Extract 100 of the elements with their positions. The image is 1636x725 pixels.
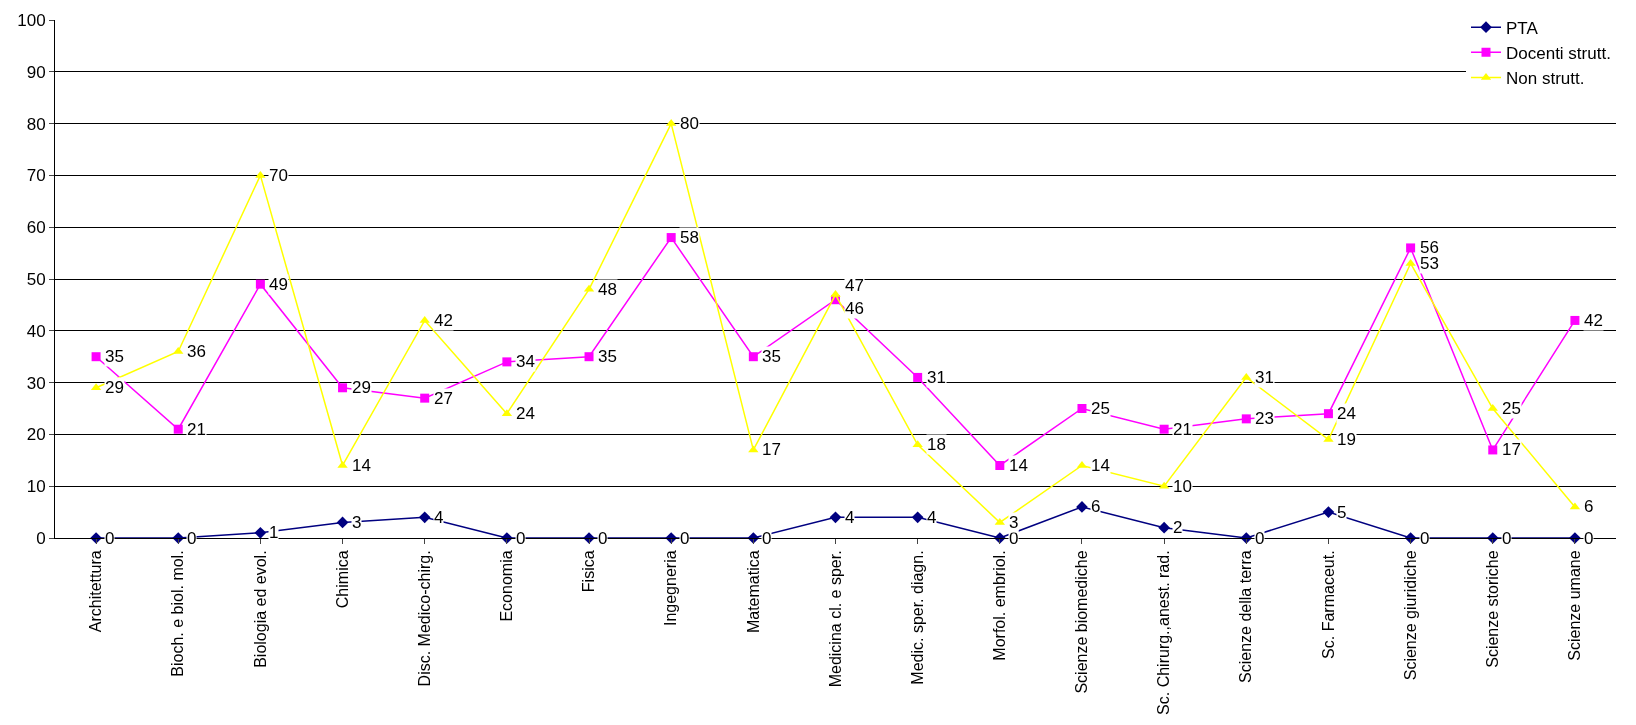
- data-label: 25: [1091, 399, 1110, 418]
- point: [913, 372, 923, 382]
- point: [336, 516, 349, 529]
- data-label: 0: [516, 529, 526, 548]
- data-label: 6: [1091, 497, 1101, 516]
- legend-label: Non strutt.: [1506, 69, 1585, 89]
- data-label: 0: [1420, 529, 1430, 548]
- x-tick-label: Bioch. e biol. mol.: [169, 550, 187, 677]
- x-tick-label: Disc. Medico-chirg.: [415, 550, 433, 687]
- data-label: 0: [105, 529, 115, 548]
- x-tick-label: Ingegneria: [662, 550, 680, 627]
- x-tick-label: Sc. Farmaceut.: [1319, 550, 1337, 659]
- point: [91, 352, 101, 362]
- data-label: 58: [680, 228, 699, 247]
- data-label: 3: [1009, 513, 1019, 532]
- x-tick-label: Biologia ed evol.: [251, 550, 269, 668]
- data-label: 35: [598, 347, 617, 366]
- x-tick-label: Scienze giuridiche: [1401, 550, 1419, 681]
- data-label: 0: [680, 529, 690, 548]
- y-tick-label: 50: [26, 269, 46, 289]
- point: [418, 511, 431, 524]
- data-label: 24: [1337, 404, 1356, 423]
- data-label: 0: [598, 529, 608, 548]
- y-tick-label: 10: [26, 477, 46, 497]
- point: [1322, 506, 1335, 518]
- point: [1241, 372, 1252, 380]
- data-label: 70: [269, 166, 288, 185]
- data-label: 48: [598, 280, 617, 299]
- x-tick-label: Scienze biomediche: [1073, 550, 1091, 694]
- point: [419, 315, 430, 323]
- x-tick-label: Scienze della terra: [1237, 550, 1255, 683]
- x-tick-label: Sc. Chirurg.,anest. rad.: [1155, 550, 1173, 715]
- point: [1159, 424, 1169, 434]
- point: [829, 511, 842, 524]
- y-tick-label: 40: [26, 321, 46, 341]
- point: [1488, 445, 1498, 455]
- point: [1406, 243, 1416, 253]
- data-label: 10: [1173, 477, 1192, 496]
- data-label: 21: [187, 420, 206, 439]
- data-label: 35: [105, 347, 124, 366]
- point: [1241, 414, 1251, 424]
- x-tick-label: Morfol. embriol.: [991, 550, 1009, 661]
- data-label: 27: [434, 389, 453, 408]
- data-label: 42: [1584, 311, 1603, 330]
- data-label: 14: [1091, 456, 1110, 475]
- point: [1077, 404, 1087, 413]
- data-label: 0: [1584, 529, 1594, 548]
- point: [1158, 521, 1170, 534]
- point: [420, 393, 430, 403]
- point: [173, 424, 183, 434]
- data-label: 0: [1255, 529, 1265, 548]
- point: [1570, 315, 1580, 325]
- x-tick-label: Fisica: [580, 550, 598, 593]
- point: [1405, 258, 1416, 266]
- x-tick-label: Economia: [498, 550, 516, 622]
- point: [911, 511, 924, 524]
- data-label: 1: [269, 523, 279, 542]
- x-tick-label: Scienze storiche: [1483, 550, 1501, 668]
- data-label: 0: [1009, 529, 1019, 548]
- y-tick-label: 90: [26, 62, 46, 82]
- point: [502, 357, 512, 367]
- data-label: 4: [927, 508, 937, 527]
- data-label: 49: [269, 275, 288, 294]
- data-label: 80: [680, 114, 699, 133]
- x-tick-label: Scienze umane: [1566, 550, 1584, 661]
- y-tick-label: 60: [26, 218, 46, 238]
- x-tick-label: Architettura: [87, 550, 105, 633]
- data-label: 6: [1584, 497, 1594, 516]
- point: [995, 460, 1005, 470]
- data-label: 46: [845, 299, 864, 318]
- data-label: 29: [352, 378, 371, 397]
- data-label: 4: [845, 508, 855, 527]
- x-tick-label: Chimica: [333, 550, 351, 609]
- data-label: 36: [187, 342, 206, 361]
- legend-label: Docenti strutt.: [1506, 43, 1611, 63]
- data-label: 25: [1502, 399, 1521, 418]
- x-tick-label: Medic. sper. diagn.: [908, 550, 926, 685]
- data-label: 56: [1420, 238, 1439, 257]
- data-label: 23: [1255, 409, 1274, 428]
- data-label: 31: [927, 368, 946, 387]
- point: [748, 352, 758, 362]
- x-tick-label: Medicina cl. e sper.: [826, 550, 844, 688]
- data-label: 29: [105, 378, 124, 397]
- point: [1323, 409, 1333, 419]
- data-label: 21: [1173, 420, 1192, 439]
- data-label: 19: [1337, 430, 1356, 449]
- point: [748, 445, 759, 453]
- point: [255, 279, 265, 289]
- data-label: 14: [352, 456, 371, 475]
- x-tick-label: Matematica: [744, 550, 762, 634]
- data-label: 0: [1502, 529, 1512, 548]
- point: [666, 233, 676, 243]
- point: [584, 352, 594, 362]
- data-label: 2: [1173, 518, 1183, 537]
- data-label: 31: [1255, 368, 1274, 387]
- point: [338, 383, 348, 393]
- y-tick-label: 100: [17, 10, 46, 30]
- data-label: 47: [845, 276, 864, 295]
- y-tick-label: 20: [26, 425, 46, 445]
- data-label: 14: [1009, 456, 1028, 475]
